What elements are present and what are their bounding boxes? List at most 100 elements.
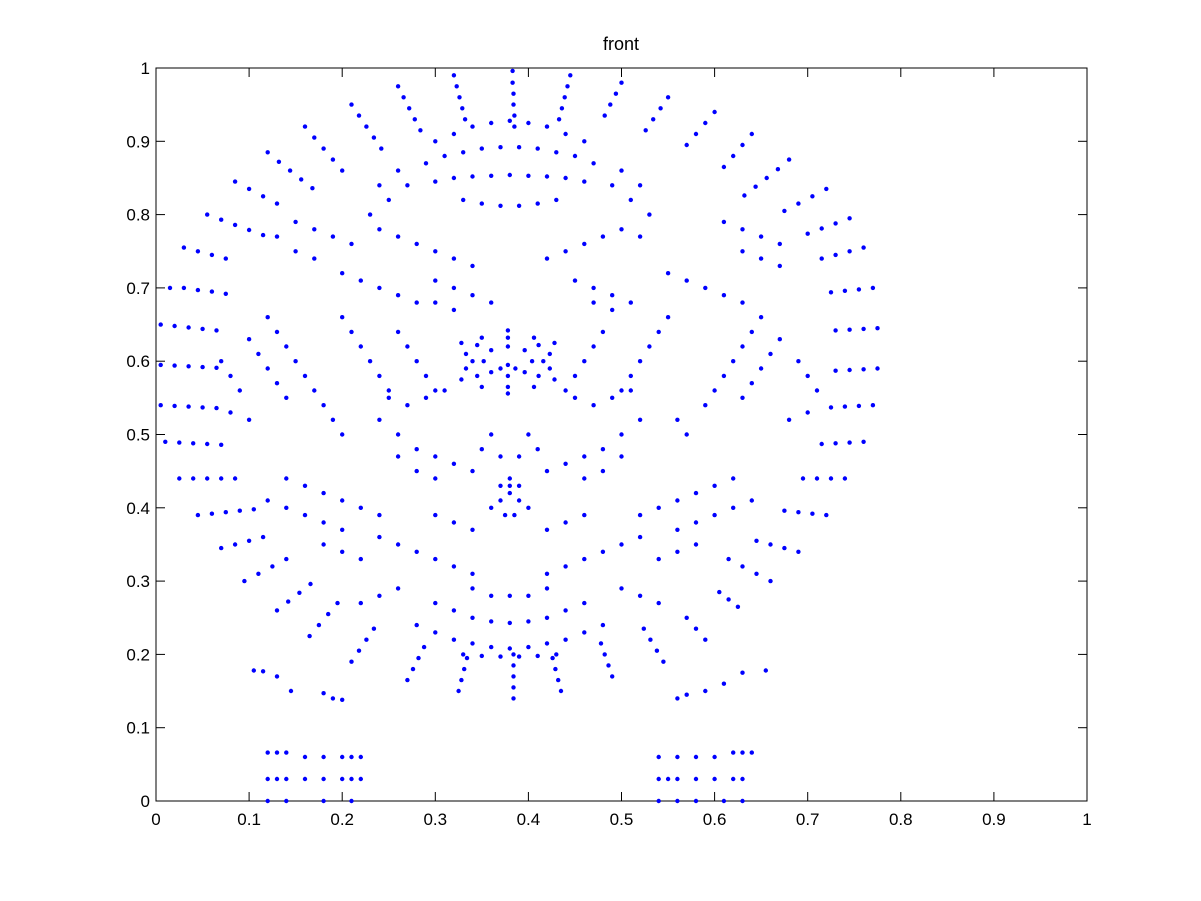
data-point [274,201,280,206]
data-point [526,120,531,126]
data-point [554,150,559,155]
data-point [675,549,680,554]
data-point [861,245,866,250]
data-point [749,750,754,755]
data-point [828,476,834,481]
data-point [232,542,238,547]
data-point [260,194,266,199]
data-point [610,293,615,298]
data-point [330,696,336,701]
data-point [256,351,261,357]
data-point [219,476,224,481]
data-point [847,327,852,332]
data-point [805,231,810,236]
data-point [186,325,191,330]
data-point [505,344,511,349]
data-point [349,241,354,247]
data-point [237,388,242,393]
data-point [563,461,568,466]
data-point [340,168,345,173]
data-point [405,677,410,683]
data-point [610,307,615,313]
data-point [181,285,187,291]
data-point [513,366,518,371]
y-tick-label: 0.3 [126,572,150,591]
data-point [505,335,511,340]
data-point [459,677,464,683]
data-point [433,388,438,393]
data-point [470,263,475,269]
data-point [470,468,475,474]
data-point [265,315,270,320]
data-point [405,183,410,188]
data-point [684,615,689,620]
x-tick-label: 0.6 [703,810,727,829]
data-point [740,249,745,254]
data-point [749,131,754,137]
data-point [647,344,652,349]
x-tick-label: 0.9 [982,810,1006,829]
data-point [489,432,494,437]
data-point [414,359,419,364]
data-point [181,245,187,250]
data-point [861,326,866,332]
data-point [367,212,373,217]
data-point [414,241,419,247]
data-point [529,359,535,364]
data-point [340,549,345,554]
data-point [454,84,459,89]
data-point [675,527,680,532]
data-point [842,288,848,293]
data-point [172,323,177,329]
data-point [433,630,438,635]
data-point [489,370,494,375]
data-point [172,363,177,368]
data-point [693,542,699,547]
data-point [568,73,573,78]
data-point [433,249,438,254]
data-point [613,91,619,96]
data-point [287,168,293,173]
data-point [228,373,233,379]
data-point [358,556,363,562]
data-point [302,483,308,488]
data-point [214,365,219,370]
data-point [200,364,205,370]
x-tick-label: 0.8 [889,810,913,829]
data-point [796,201,801,206]
data-point [777,263,782,269]
data-point [308,581,313,587]
data-point [608,102,613,107]
data-point [511,663,516,668]
data-point [312,388,317,393]
data-point [462,666,467,672]
data-point [274,776,280,782]
data-point [511,652,516,657]
x-tick-label: 0.7 [796,810,820,829]
data-point [335,600,340,606]
data-point [462,117,468,122]
data-point [356,648,362,653]
data-point [544,256,550,261]
data-point [377,593,382,598]
data-point [177,476,182,481]
data-point [550,655,555,661]
data-point [610,674,615,679]
data-point [395,454,401,459]
data-point [833,328,838,333]
data-point [796,510,801,515]
data-point [703,403,708,408]
data-point [740,142,745,148]
x-tick-label: 0.4 [517,810,541,829]
data-point [479,335,484,340]
data-point [628,388,633,393]
data-point [451,564,457,569]
data-point [461,652,466,657]
data-point [405,403,410,408]
data-point [544,571,550,576]
data-point [246,337,252,342]
data-point [856,287,862,292]
data-point [451,131,457,137]
data-point [758,366,764,371]
